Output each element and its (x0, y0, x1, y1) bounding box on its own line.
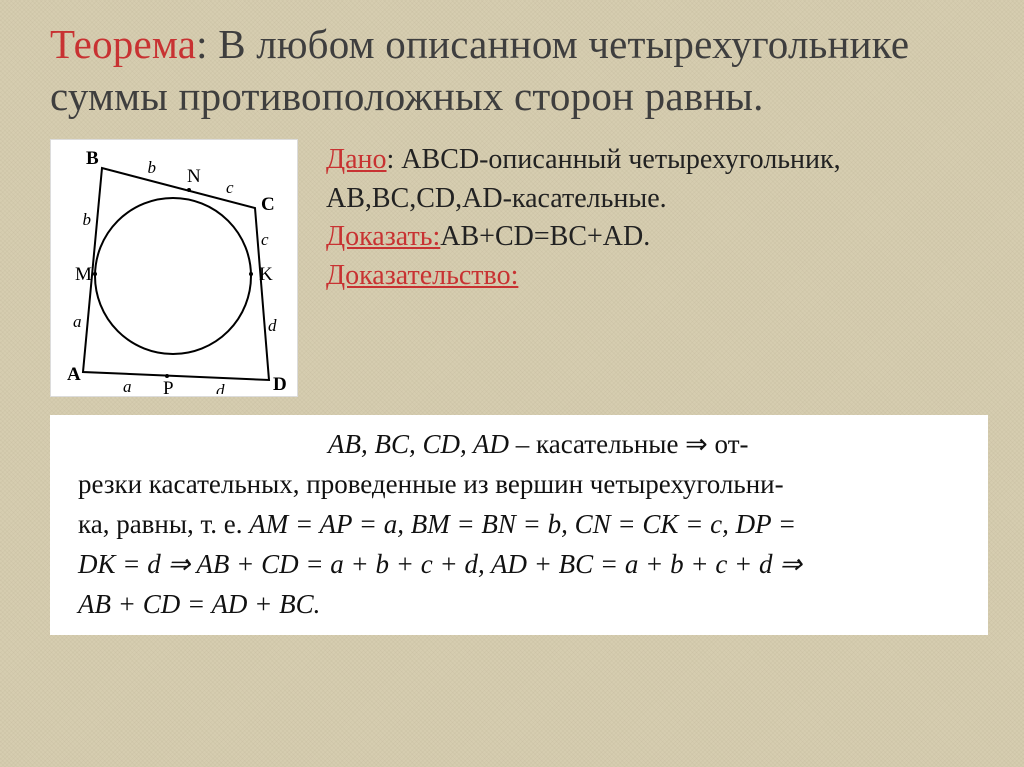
svg-text:b: b (83, 210, 92, 229)
proof-l2: резки касательных, проведенные из вершин… (78, 469, 784, 499)
dano-text: : ABCD-описанный четырехугольник, AB,BC,… (326, 144, 841, 214)
svg-text:c: c (261, 230, 269, 249)
svg-text:M: M (75, 264, 92, 285)
svg-text:c: c (226, 178, 234, 197)
dok-text: AB+CD=BC+AD. (440, 221, 650, 252)
proof-l1-it: AB, BC, CD, AD (328, 429, 509, 459)
svg-text:d: d (216, 381, 225, 394)
svg-text:b: b (148, 158, 157, 177)
dok-label: Доказать: (326, 221, 440, 252)
dano-label: Дано (326, 144, 387, 175)
proof-line-1: AB, BC, CD, AD – касательные ⇒ от- (78, 425, 968, 465)
given-line-2: Доказать:AB+CD=BC+AD. (326, 218, 988, 257)
svg-text:B: B (86, 148, 99, 169)
diagram-svg: A B C D M N K Pa b b c c d d a (53, 146, 293, 394)
proof-l3-up: ка, равны, т. е. (78, 509, 249, 539)
svg-text:d: d (268, 316, 277, 335)
proof-box: AB, BC, CD, AD – касательные ⇒ от- резки… (50, 415, 988, 635)
given-line-1: Дано: ABCD-описанный четырехугольник, AB… (326, 141, 988, 218)
theorem-title: Теорема: В любом описанном четырехугольн… (50, 18, 988, 123)
proof-l1-up: – касательные ⇒ от- (509, 429, 749, 459)
svg-text:D: D (273, 374, 287, 394)
svg-text:P: P (163, 378, 174, 394)
theorem-label: Теорема (50, 21, 196, 67)
svg-text:a: a (123, 377, 132, 394)
proof-l3-it: AM = AP = a, BM = BN = b, CN = CK = c, D… (249, 509, 796, 539)
svg-text:a: a (73, 312, 82, 331)
dokvo-label: Доказательство: (326, 260, 518, 291)
content-row: A B C D M N K Pa b b c c d d a Дано: ABCD-описанный че… (50, 139, 988, 397)
svg-text:K: K (259, 264, 273, 285)
given-line-3: Доказательство: (326, 257, 988, 296)
svg-text:N: N (187, 166, 201, 187)
proof-l5-it: AB + CD = AD + BC. (78, 589, 320, 619)
diagram-container: A B C D M N K Pa b b c c d d a (50, 139, 298, 397)
given-block: Дано: ABCD-описанный четырехугольник, AB… (326, 139, 988, 296)
svg-text:A: A (67, 364, 81, 385)
svg-text:C: C (261, 194, 275, 215)
proof-l4-it: DK = d ⇒ AB + CD = a + b + c + d, AD + B… (78, 549, 802, 579)
